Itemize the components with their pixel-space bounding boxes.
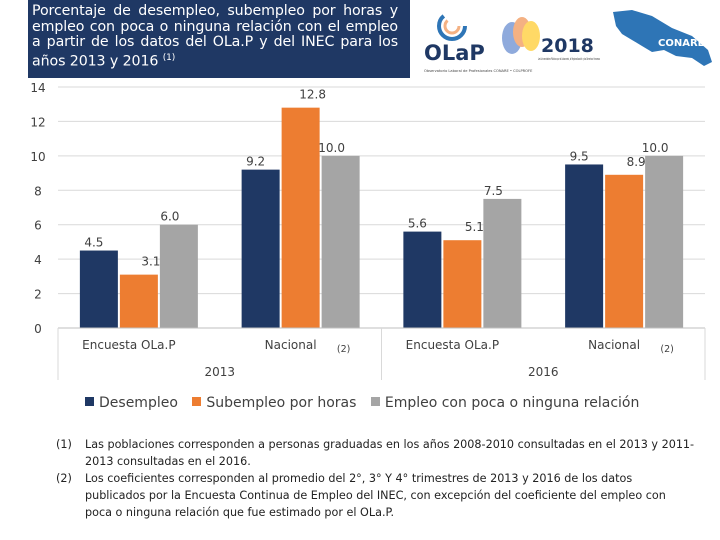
category-mark-2016-1: (2) [660, 344, 673, 355]
legend-label-subempleo: Subempleo por horas [206, 395, 356, 411]
year-label-2013: 2013 [204, 365, 235, 379]
bar-label-2016-0-0: 5.6 [408, 217, 427, 231]
bar-2016-0-2 [483, 199, 521, 328]
bar-2013-0-1 [120, 275, 158, 328]
legend-item-desempleo: Desempleo [85, 395, 178, 411]
conare-logo: CONARE [613, 10, 712, 66]
face-icon-3 [522, 21, 540, 51]
category-mark-2013-1: (2) [337, 344, 350, 355]
category-label-2013-0: Encuesta OLa.P [82, 338, 175, 352]
bar-2013-1-1 [282, 108, 320, 328]
y-tick-label-10: 10 [30, 150, 45, 164]
bar-label-2013-0-2: 6.0 [160, 210, 179, 224]
bar-chart: 0 2 4 6 8 10 12 14 4.5 3.1 6.0 9.2 12.8 10.0 5.6 5.1 7.… [0, 78, 720, 390]
legend-item-subempleo: Subempleo por horas [192, 395, 356, 411]
bar-label-2016-1-1: 8.9 [627, 155, 646, 169]
bar-label-2013-0-0: 4.5 [84, 236, 103, 250]
footnote-2-text: Los coeficientes corresponden al promedi… [85, 472, 666, 519]
footnote-1: (1) Las poblaciones corresponden a person… [56, 436, 696, 470]
bar-2013-1-0 [242, 170, 280, 328]
bar-2016-0-1 [443, 240, 481, 328]
legend-swatch-subempleo [192, 397, 201, 406]
y-tick-label-8: 8 [34, 184, 42, 198]
olap-logo-arc [445, 19, 459, 33]
bar-label-2016-1-2: 10.0 [642, 141, 669, 155]
bar-2016-1-1 [605, 175, 643, 328]
bar-label-2016-0-1: 5.1 [465, 220, 484, 234]
legend: Desempleo Subempleo por horas Empleo con… [85, 395, 649, 411]
bar-label-2013-1-1: 12.8 [299, 88, 326, 102]
bar-label-2013-1-2: 10.0 [318, 141, 345, 155]
bar-label-2016-1-0: 9.5 [570, 149, 589, 163]
legend-swatch-empleo-poca [371, 397, 380, 406]
y-tick-label-4: 4 [34, 253, 42, 267]
conare-text: CONARE [658, 38, 705, 49]
footnote-1-number: (1) [56, 436, 72, 453]
bar-2016-0-0 [403, 232, 441, 328]
legend-label-empleo-poca: Empleo con poca o ninguna relación [385, 395, 640, 411]
legend-item-empleo-poca: Empleo con poca o ninguna relación [371, 395, 640, 411]
bar-2013-1-2 [322, 156, 360, 328]
y-axis-tick-labels: 0 2 4 6 8 10 12 14 [30, 81, 45, 336]
footnote-2: (2) Los coeficientes corresponden al prom… [56, 470, 696, 521]
bar-2013-0-2 [160, 225, 198, 328]
bar-2013-0-0 [80, 251, 118, 328]
y-tick-label-14: 14 [30, 81, 45, 95]
y-tick-label-0: 0 [34, 322, 42, 336]
y-tick-label-2: 2 [34, 288, 42, 302]
olap-logo-ring [439, 13, 465, 39]
y-tick-label-12: 12 [30, 115, 45, 129]
bar-2016-1-0 [565, 164, 603, 328]
footnote-2-number: (2) [56, 470, 72, 487]
chart-title-text: Porcentaje de desempleo, subempleo por h… [32, 3, 398, 69]
logo-area: OLaP Observatorio Laboral de Profesional… [410, 0, 720, 78]
x-axis: Encuesta OLa.P Nacional (2) 2013 Encuesta OL… [58, 328, 705, 380]
footnotes: (1) Las poblaciones corresponden a person… [56, 436, 696, 521]
logos-svg: OLaP Observatorio Laboral de Profesional… [410, 0, 720, 78]
bar-2016-1-2 [645, 156, 683, 328]
chart-title: Porcentaje de desempleo, subempleo por h… [32, 4, 398, 70]
anniversary-year: 2018 [541, 35, 594, 57]
year-label-2016: 2016 [528, 365, 559, 379]
olap-logo-caption: Observatorio Laboral de Profesionales CO… [424, 69, 533, 73]
category-label-2016-0: Encuesta OLa.P [406, 338, 499, 352]
bar-label-2013-0-1: 3.1 [141, 255, 160, 269]
bar-label-2013-1-0: 9.2 [246, 155, 265, 169]
chart-title-footnote-mark: (1) [163, 53, 175, 63]
category-label-2013-1: Nacional [265, 338, 317, 352]
olap-logo-text: OLaP [424, 41, 485, 65]
category-label-2016-1: Nacional [588, 338, 640, 352]
bar-label-2016-0-2: 7.5 [484, 184, 503, 198]
footnote-1-text: Las poblaciones corresponden a personas … [85, 438, 694, 468]
anniversary-caption: Las Universidades Públicas por la Autono… [538, 57, 600, 61]
anniversary-logo: 2018 Las Universidades Públicas por la A… [502, 17, 600, 61]
legend-label-desempleo: Desempleo [99, 395, 178, 411]
y-tick-label-6: 6 [34, 219, 42, 233]
legend-swatch-desempleo [85, 397, 94, 406]
